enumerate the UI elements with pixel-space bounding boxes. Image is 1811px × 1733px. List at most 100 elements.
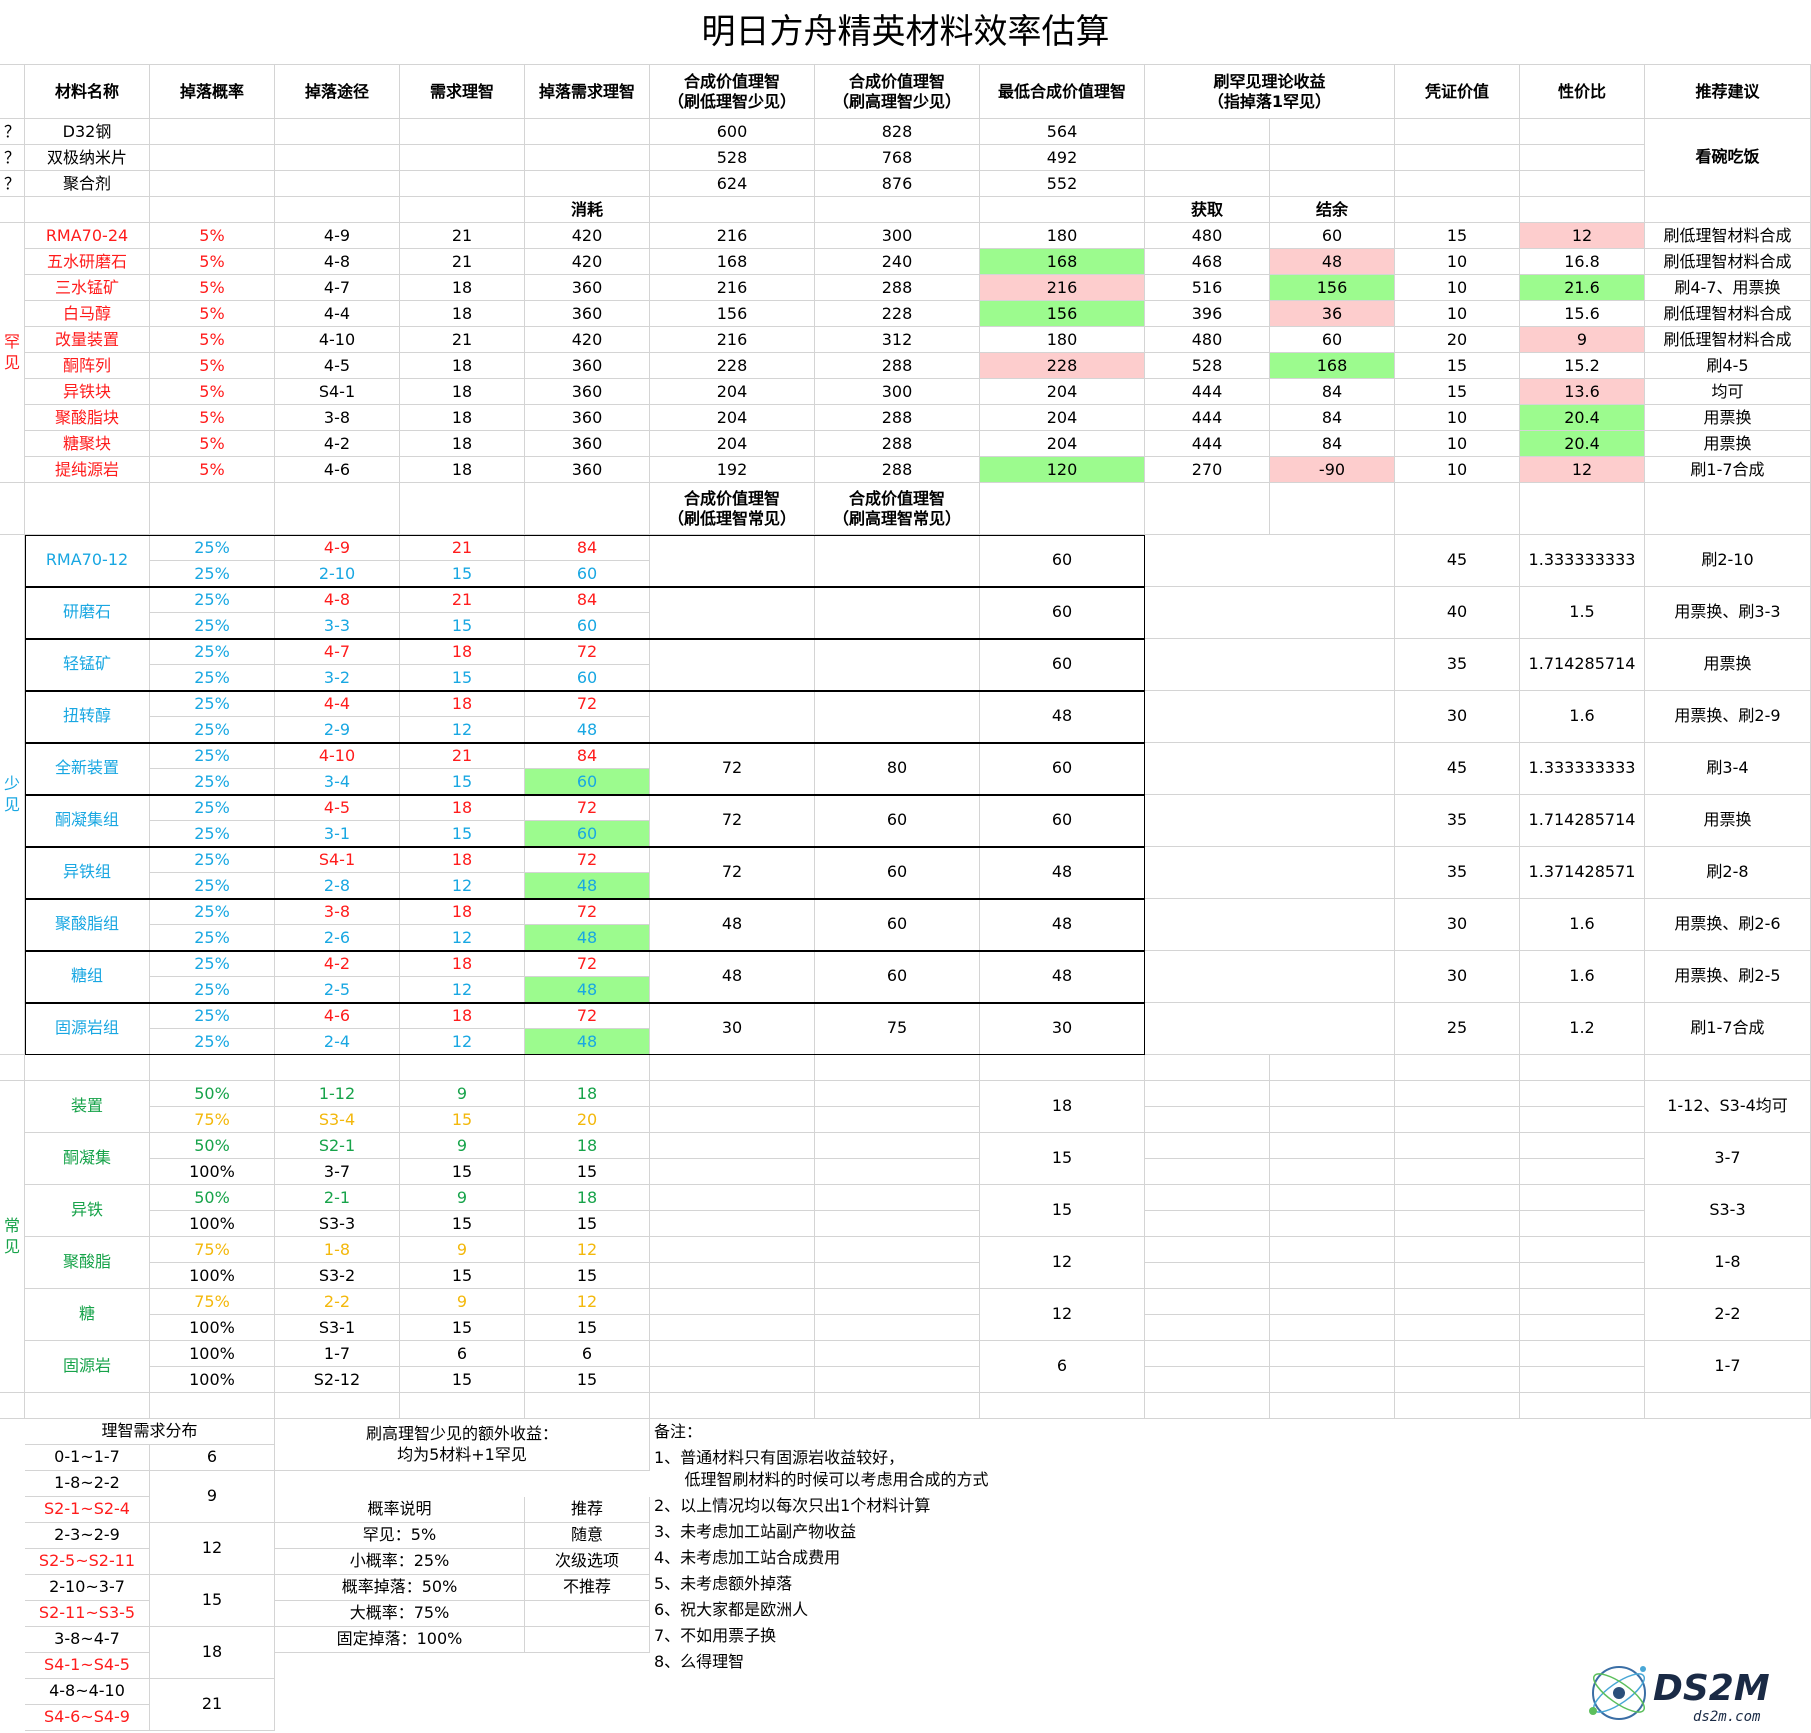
uncommon-drop-sanity: 72 — [525, 1003, 650, 1029]
col-header-tier — [0, 65, 25, 119]
common-blank — [815, 1237, 980, 1263]
rare-row-sanity: 21 — [400, 223, 525, 249]
rare-row-balance: 36 — [1270, 301, 1395, 327]
rare-row-rate: 5% — [150, 275, 275, 301]
uncommon-craft-high: 75 — [815, 1003, 980, 1055]
common-advice: 1-8 — [1645, 1237, 1811, 1289]
uncommon-craft-low: 72 — [650, 743, 815, 795]
uncommon-ratio: 1.371428571 — [1520, 847, 1645, 899]
top-row-balance — [1270, 119, 1395, 145]
common-rate: 75% — [150, 1289, 275, 1315]
rare-row-stage: 4-2 — [275, 431, 400, 457]
rare-row-craft-high: 240 — [815, 249, 980, 275]
distribution-value: 15 — [150, 1575, 275, 1627]
uncommon-min-craft: 60 — [980, 743, 1145, 795]
uncommon-drop-sanity: 48 — [525, 717, 650, 743]
uncommon-stage: 4-9 — [275, 535, 400, 561]
rare-row-certificate: 15 — [1395, 379, 1520, 405]
uncommon-name: 研磨石 — [25, 587, 150, 639]
uncommon-name: 聚酸脂组 — [25, 899, 150, 951]
common-blank — [1520, 1341, 1645, 1367]
common-name: 糖 — [25, 1289, 150, 1341]
common-blank — [815, 1315, 980, 1341]
common-sanity: 6 — [400, 1341, 525, 1367]
spacer-cell — [650, 1055, 815, 1081]
distribution-value: 9 — [150, 1471, 275, 1523]
common-min-craft: 12 — [980, 1237, 1145, 1289]
rare-row-certificate: 20 — [1395, 327, 1520, 353]
common-blank — [1520, 1367, 1645, 1393]
top-row-ratio — [1520, 145, 1645, 171]
common-name: 装置 — [25, 1081, 150, 1133]
rare-row-sanity: 18 — [400, 379, 525, 405]
common-sanity: 9 — [400, 1289, 525, 1315]
uncommon-rate: 25% — [150, 691, 275, 717]
mid-header-certificate — [1395, 483, 1520, 535]
common-blank — [1520, 1081, 1645, 1107]
rare-row-stage: 4-9 — [275, 223, 400, 249]
uncommon-certificate: 30 — [1395, 899, 1520, 951]
uncommon-drop-sanity: 84 — [525, 587, 650, 613]
distribution-range: S2-5~S2-11 — [25, 1549, 150, 1575]
uncommon-ratio: 1.2 — [1520, 1003, 1645, 1055]
top-row-sanity — [400, 171, 525, 197]
common-rate: 75% — [150, 1237, 275, 1263]
legend-swatch — [525, 1627, 650, 1653]
ds2m-logo: DS2M ds2m.com — [1589, 1666, 1770, 1725]
common-blank — [1520, 1159, 1645, 1185]
rare-row-balance: 84 — [1270, 431, 1395, 457]
rare-row-min-craft: 168 — [980, 249, 1145, 275]
rare-row-sanity: 18 — [400, 431, 525, 457]
rare-row-balance: 168 — [1270, 353, 1395, 379]
uncommon-drop-sanity: 72 — [525, 847, 650, 873]
common-blank — [1145, 1133, 1270, 1159]
rare-row-name: 三水锰矿 — [25, 275, 150, 301]
rare-row-ratio: 12 — [1520, 223, 1645, 249]
top-row-stage — [275, 145, 400, 171]
common-blank — [1520, 1133, 1645, 1159]
top-row-balance — [1270, 145, 1395, 171]
common-blank — [1520, 1315, 1645, 1341]
top-row-drop-sanity — [525, 171, 650, 197]
uncommon-gain-blank — [1145, 951, 1395, 1003]
distribution-range: 2-3~2-9 — [25, 1523, 150, 1549]
uncommon-sanity: 21 — [400, 587, 525, 613]
rare-row-craft-low: 204 — [650, 431, 815, 457]
uncommon-drop-sanity: 72 — [525, 639, 650, 665]
common-rate: 100% — [150, 1367, 275, 1393]
uncommon-stage: 2-6 — [275, 925, 400, 951]
rare-row-craft-low: 216 — [650, 327, 815, 353]
rare-tier-label: 罕 见 — [0, 223, 25, 483]
uncommon-sanity: 18 — [400, 951, 525, 977]
spacer-cell — [275, 1393, 400, 1419]
rare-row-certificate: 10 — [1395, 275, 1520, 301]
common-blank — [1145, 1237, 1270, 1263]
common-sanity: 9 — [400, 1081, 525, 1107]
top-row-tier: ？ — [0, 171, 25, 197]
rare-row-gain: 480 — [1145, 223, 1270, 249]
uncommon-ratio: 1.714285714 — [1520, 639, 1645, 691]
uncommon-gain-blank — [1145, 535, 1395, 587]
rare-row-name: 五水研磨石 — [25, 249, 150, 275]
top-row-drop-sanity — [525, 119, 650, 145]
rare-row-certificate: 10 — [1395, 457, 1520, 483]
common-blank — [815, 1211, 980, 1237]
common-stage: S2-12 — [275, 1367, 400, 1393]
common-blank — [1395, 1367, 1520, 1393]
common-blank — [1395, 1159, 1520, 1185]
mid-header-min-craft — [980, 483, 1145, 535]
uncommon-craft-low — [650, 535, 815, 587]
uncommon-sanity: 12 — [400, 977, 525, 1003]
distribution-range: S2-1~S2-4 — [25, 1497, 150, 1523]
rare-row-drop-sanity: 420 — [525, 327, 650, 353]
rare-row-craft-high: 300 — [815, 379, 980, 405]
rare-row-certificate: 15 — [1395, 353, 1520, 379]
uncommon-craft-low: 72 — [650, 795, 815, 847]
col-header-rate: 掉落概率 — [150, 65, 275, 119]
common-stage: S3-2 — [275, 1263, 400, 1289]
probability-label: 大概率：75% — [275, 1601, 525, 1627]
legend-swatch: 次级选项 — [525, 1549, 650, 1575]
rare-row-advice: 均可 — [1645, 379, 1811, 405]
rare-row-stage: 4-8 — [275, 249, 400, 275]
common-drop-sanity: 15 — [525, 1211, 650, 1237]
